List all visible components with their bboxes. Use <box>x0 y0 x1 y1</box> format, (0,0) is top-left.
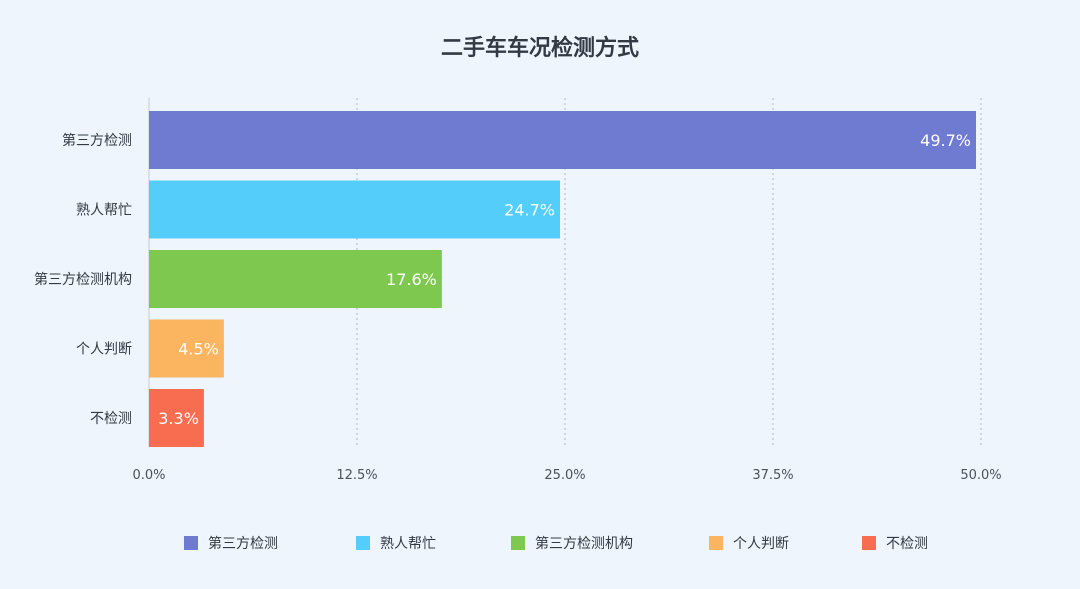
legend-item-third-party-inspection[interactable]: 第三方检测 <box>184 533 278 553</box>
data-label: 24.7% <box>504 201 555 220</box>
bar <box>149 250 442 308</box>
legend-swatch <box>862 536 876 550</box>
bar <box>149 319 224 378</box>
legend-swatch <box>511 536 525 550</box>
x-tick-label: 0.0% <box>132 468 165 483</box>
legend-label: 第三方检测机构 <box>535 536 633 552</box>
bar <box>149 111 977 169</box>
bar <box>149 180 561 239</box>
chart-legend: 第三方检测 熟人帮忙 第三方检测机构 个人判断 不检测 <box>0 533 1080 553</box>
legend-label: 不检测 <box>886 536 928 552</box>
data-label: 49.7% <box>920 131 971 150</box>
x-tick-label: 50.0% <box>960 468 1001 483</box>
y-category-label: 不检测 <box>90 411 132 427</box>
y-category-label: 第三方检测 <box>62 132 132 149</box>
legend-label: 第三方检测 <box>208 536 278 552</box>
bar <box>149 389 204 447</box>
y-category-label: 第三方检测机构 <box>34 271 132 288</box>
legend-item-acquaintance-help[interactable]: 熟人帮忙 <box>356 533 436 553</box>
legend-swatch <box>184 536 198 550</box>
x-tick-label: 12.5% <box>336 468 377 483</box>
legend-label: 个人判断 <box>733 536 789 552</box>
legend-item-no-inspection[interactable]: 不检测 <box>862 533 928 553</box>
x-tick-label: 25.0% <box>544 468 585 483</box>
x-tick-label: 37.5% <box>752 468 793 483</box>
legend-swatch <box>356 536 370 550</box>
data-label: 4.5% <box>178 340 219 359</box>
legend-item-third-party-agency[interactable]: 第三方检测机构 <box>511 533 633 553</box>
y-category-label: 个人判断 <box>76 342 132 358</box>
legend-label: 熟人帮忙 <box>380 536 436 552</box>
legend-item-personal-judgment[interactable]: 个人判断 <box>709 533 789 553</box>
data-label: 17.6% <box>386 270 437 289</box>
y-category-label: 熟人帮忙 <box>76 203 132 219</box>
data-label: 3.3% <box>158 409 199 428</box>
chart-title: 二手车车况检测方式 <box>440 36 639 61</box>
legend-swatch <box>709 536 723 550</box>
